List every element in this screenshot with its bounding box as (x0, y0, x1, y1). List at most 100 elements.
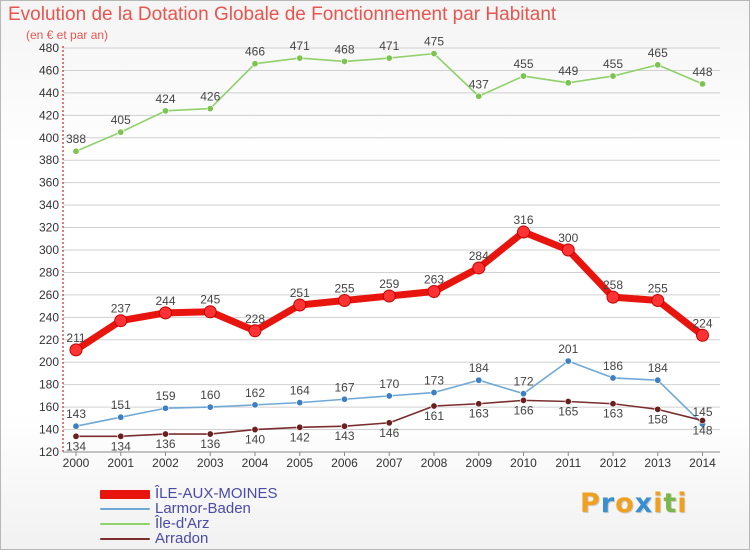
data-point (206, 403, 214, 411)
data-label: 244 (155, 294, 175, 308)
legend-label: Île-d'Arz (155, 515, 210, 532)
data-point (609, 374, 617, 382)
data-point (427, 285, 441, 299)
x-tick-label: 2004 (242, 456, 269, 470)
legend-label: ÎLE-AUX-MOINES (155, 485, 278, 502)
data-point (517, 225, 530, 239)
data-label: 163 (603, 407, 623, 421)
y-tick-label: 420 (39, 108, 59, 122)
x-tick-label: 2013 (644, 456, 671, 470)
data-label: 160 (200, 388, 220, 402)
x-tick-label: 2008 (421, 456, 448, 470)
data-label: 465 (648, 46, 668, 60)
legend-swatch (100, 489, 150, 499)
data-point (654, 376, 662, 384)
y-tick-label: 320 (39, 221, 59, 235)
data-label: 455 (513, 57, 533, 71)
y-tick-label: 460 (39, 63, 59, 77)
x-tick-label: 2006 (331, 456, 358, 470)
data-label: 164 (290, 384, 310, 398)
data-point (114, 314, 128, 328)
data-point (698, 80, 706, 88)
data-label: 170 (379, 377, 399, 391)
logo-letter: o (615, 488, 635, 519)
y-tick-label: 260 (39, 288, 59, 302)
data-point (519, 390, 527, 398)
logo-letter: P (580, 488, 601, 519)
data-point (475, 376, 483, 384)
y-tick-label: 140 (39, 423, 59, 437)
data-point (698, 417, 706, 425)
chart-title: Evolution de la Dotation Globale de Fonc… (8, 4, 557, 25)
data-label: 158 (648, 412, 668, 426)
data-label: 142 (290, 430, 310, 444)
logo-letter: r (600, 488, 616, 519)
data-label: 468 (334, 42, 354, 56)
data-point (385, 392, 393, 400)
data-point (430, 402, 438, 410)
data-label: 237 (111, 302, 131, 316)
y-tick-label: 400 (39, 131, 59, 145)
data-label: 134 (111, 439, 131, 453)
legend-item: Île-d'Arz (100, 515, 210, 532)
data-label: 136 (200, 437, 220, 451)
data-label: 258 (603, 278, 623, 292)
x-tick-label: 2000 (63, 456, 90, 470)
data-label: 140 (245, 433, 265, 447)
data-point (609, 72, 617, 80)
data-label: 148 (692, 424, 712, 438)
data-label: 184 (648, 361, 668, 375)
data-point (251, 60, 259, 68)
data-label: 151 (111, 398, 131, 412)
y-tick-label: 480 (39, 41, 59, 55)
data-label: 259 (379, 277, 399, 291)
data-label: 405 (111, 113, 131, 127)
legend-label: Arradon (155, 530, 209, 547)
data-point (162, 107, 170, 115)
data-point (340, 57, 348, 65)
data-label: 224 (692, 316, 712, 330)
y-tick-label: 340 (39, 198, 59, 212)
logo-letter: i (677, 488, 688, 519)
data-label: 471 (290, 39, 310, 53)
x-tick-label: 2001 (107, 456, 134, 470)
data-point (162, 430, 170, 438)
data-point (519, 72, 527, 80)
data-label: 166 (513, 403, 533, 417)
data-label: 245 (200, 293, 220, 307)
y-tick-label: 240 (39, 310, 59, 324)
data-label: 165 (558, 405, 578, 419)
data-point (72, 422, 80, 430)
data-point (696, 328, 709, 342)
data-point (72, 432, 80, 440)
data-point (475, 400, 483, 408)
data-point (385, 419, 393, 427)
x-tick-label: 2011 (555, 456, 581, 470)
data-label: 475 (424, 35, 444, 49)
data-point (117, 128, 125, 136)
data-label: 255 (334, 282, 354, 296)
data-point (519, 396, 527, 404)
y-tick-label: 160 (39, 400, 59, 414)
data-point (72, 147, 80, 155)
data-point (162, 404, 170, 412)
x-tick-label: 2012 (600, 456, 627, 470)
data-label: 437 (469, 77, 489, 91)
data-point (609, 400, 617, 408)
data-point (206, 430, 214, 438)
data-label: 448 (692, 65, 712, 79)
data-point (430, 389, 438, 397)
x-tick-label: 2007 (376, 456, 403, 470)
data-label: 455 (603, 57, 623, 71)
data-label: 184 (469, 361, 489, 375)
data-label: 162 (245, 386, 265, 400)
data-label: 424 (155, 92, 175, 106)
data-label: 186 (603, 359, 623, 373)
data-label: 466 (245, 45, 265, 59)
x-tick-label: 2009 (465, 456, 492, 470)
x-tick-label: 2002 (152, 456, 179, 470)
logo-letter: i (653, 488, 664, 519)
legend-label: Larmor-Baden (155, 500, 251, 517)
